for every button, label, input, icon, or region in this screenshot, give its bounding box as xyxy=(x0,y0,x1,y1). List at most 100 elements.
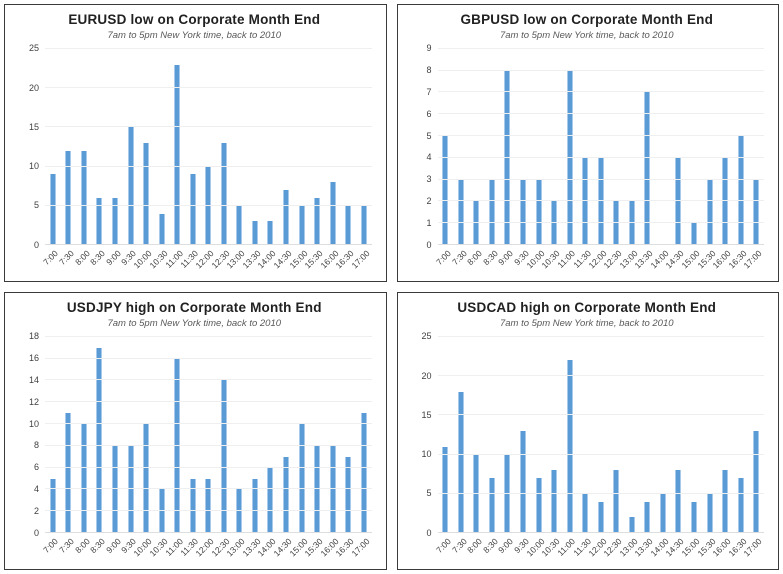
bar-column xyxy=(185,49,201,245)
gridline xyxy=(45,47,372,49)
bar-15:00 xyxy=(691,501,698,533)
bar-column xyxy=(200,49,216,245)
chart-subtitle: 7am to 5pm New York time, back to 2010 xyxy=(107,29,282,41)
bar-column xyxy=(154,49,170,245)
bar-column xyxy=(356,49,372,245)
bar-12:30 xyxy=(613,470,620,533)
bar-series xyxy=(438,337,765,533)
bar-11:00 xyxy=(566,360,573,533)
bar-column xyxy=(469,337,485,533)
bar-9:00 xyxy=(111,197,118,245)
y-tick-label: 5 xyxy=(33,200,39,211)
gridline xyxy=(45,204,372,206)
chart-subtitle: 7am to 5pm New York time, back to 2010 xyxy=(107,317,282,329)
bar-column xyxy=(232,337,248,533)
chart-subtitle: 7am to 5pm New York time, back to 2010 xyxy=(499,29,674,41)
gridline xyxy=(45,87,372,89)
grid-area: 0 2 4 6 8 10 12 14 16 18 xyxy=(29,332,372,537)
bar-9:30 xyxy=(520,431,526,533)
y-tick-label: 10 xyxy=(28,418,39,429)
gridline xyxy=(437,414,764,416)
x-tick-label: 7:00 xyxy=(434,536,453,556)
bar-12:30 xyxy=(220,380,227,533)
bar-column xyxy=(702,337,718,533)
plot-area: 0 1 2 3 4 5 6 7 8 9 7:00 7:30 8:00 8:30 9:00 9:30 10:00… xyxy=(426,44,765,275)
bar-17:00 xyxy=(360,205,367,245)
bar-series xyxy=(45,337,372,533)
x-tick-label: 8:00 xyxy=(465,536,484,556)
gridline xyxy=(437,200,764,202)
bar-column xyxy=(515,337,531,533)
bar-11:30 xyxy=(582,157,589,245)
bar-16:00 xyxy=(722,470,729,533)
chart-panel-usdcad-high: USDCAD high on Corporate Month End 7am t… xyxy=(396,292,779,570)
bar-10:00 xyxy=(143,143,150,245)
y-tick-label: 20 xyxy=(421,370,432,381)
bar-8:30 xyxy=(488,478,495,533)
gridline xyxy=(437,113,764,115)
bar-column xyxy=(76,337,92,533)
bar-10:30 xyxy=(551,470,558,533)
bar-14:30 xyxy=(675,470,682,533)
bar-15:30 xyxy=(314,197,321,245)
bar-column xyxy=(546,49,562,245)
bar-column xyxy=(45,337,61,533)
bar-9:30 xyxy=(127,127,134,245)
gridline xyxy=(45,244,372,245)
gridline xyxy=(45,532,372,533)
bar-column xyxy=(247,49,263,245)
bar-12:00 xyxy=(205,478,212,533)
bar-15:30 xyxy=(314,445,321,533)
bar-series xyxy=(438,49,765,245)
gridline xyxy=(437,222,764,224)
chart-subtitle: 7am to 5pm New York time, back to 2010 xyxy=(499,317,674,329)
bar-16:00 xyxy=(329,445,336,533)
bar-column xyxy=(107,49,123,245)
gridline xyxy=(437,69,764,71)
bar-column xyxy=(200,337,216,533)
y-tick-label: 12 xyxy=(28,396,39,407)
bar-column xyxy=(45,49,61,245)
bar-column xyxy=(500,337,516,533)
x-tick: 17:00 xyxy=(742,533,764,563)
bar-column xyxy=(340,337,356,533)
bar-13:30 xyxy=(644,92,651,245)
bar-column xyxy=(748,49,764,245)
gridline xyxy=(437,244,764,245)
bar-10:00 xyxy=(143,424,150,533)
bar-column xyxy=(325,337,341,533)
bar-7:30 xyxy=(65,413,72,533)
x-tick-label: 9:00 xyxy=(496,536,516,556)
bar-17:00 xyxy=(753,431,760,533)
bar-column xyxy=(702,49,718,245)
bar-14:30 xyxy=(282,456,289,533)
y-tick-label: 0 xyxy=(33,239,39,250)
bar-column xyxy=(484,49,500,245)
y-tick-label: 0 xyxy=(426,239,432,250)
x-tick: 17:00 xyxy=(742,245,764,275)
y-tick-label: 15 xyxy=(28,121,39,132)
bar-10:00 xyxy=(535,478,542,533)
bar-column xyxy=(671,337,687,533)
bar-column xyxy=(733,49,749,245)
y-tick-label: 10 xyxy=(421,449,432,460)
bar-column xyxy=(138,49,154,245)
bar-9:30 xyxy=(127,445,134,533)
chart-title: USDCAD high on Corporate Month End xyxy=(457,300,717,315)
bar-column xyxy=(655,49,671,245)
bar-column xyxy=(438,49,454,245)
chart-title: USDJPY high on Corporate Month End xyxy=(66,300,322,315)
y-tick-label: 3 xyxy=(426,174,432,185)
gridline xyxy=(45,165,372,167)
x-tick-label: 8:00 xyxy=(465,248,484,268)
bar-column xyxy=(216,337,232,533)
bar-column xyxy=(562,337,578,533)
y-tick-label: 16 xyxy=(28,353,39,364)
x-tick-label: 8:30 xyxy=(88,536,108,556)
bar-column xyxy=(593,337,609,533)
bar-8:00 xyxy=(80,150,87,245)
bar-column xyxy=(686,337,702,533)
bar-17:00 xyxy=(360,413,367,533)
bar-15:00 xyxy=(298,205,305,245)
y-tick-label: 9 xyxy=(426,43,432,54)
